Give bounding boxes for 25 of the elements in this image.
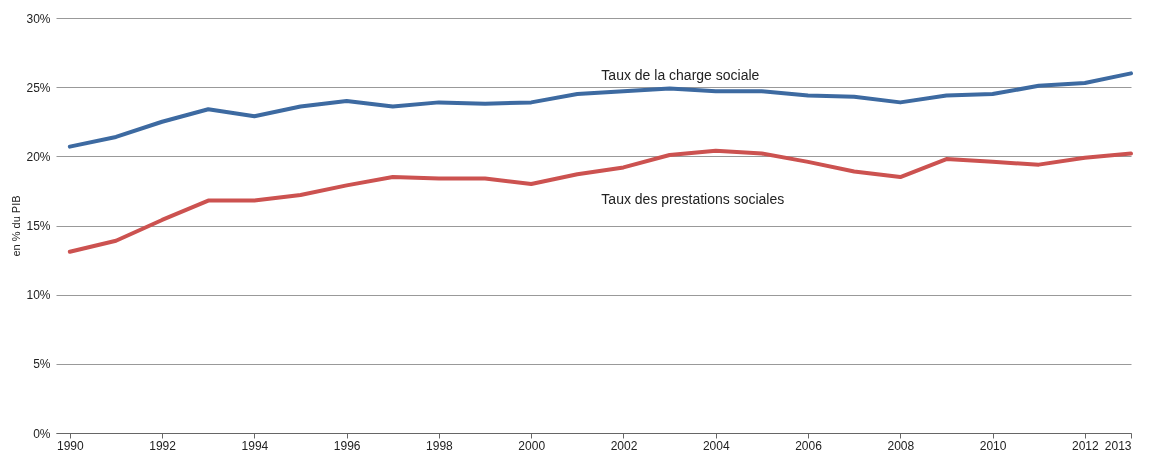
y-tick-label: 30% — [26, 11, 51, 26]
x-tick-label: 1990 — [56, 438, 85, 453]
series-label: Taux des prestations sociales — [601, 191, 785, 208]
line-series — [67, 71, 1133, 149]
y-tick-label: 5% — [33, 357, 51, 372]
x-tick-label: 2002 — [610, 438, 638, 453]
x-tick-label: 1996 — [333, 438, 361, 453]
x-tick-label: 1998 — [426, 438, 454, 453]
line-series — [67, 148, 1133, 254]
x-tick-label: 1992 — [149, 438, 177, 453]
y-tick-label: 10% — [26, 288, 51, 303]
x-tick-label: 2012 — [1072, 438, 1100, 453]
x-tick-label: 2010 — [979, 438, 1007, 453]
x-tick-label: 2004 — [702, 438, 730, 453]
series-label: Taux de la charge sociale — [601, 67, 760, 84]
x-tick-label: 2006 — [795, 438, 823, 453]
y-axis-title: en % du PIB — [10, 195, 23, 257]
y-tick-label: 0% — [33, 426, 51, 441]
x-tick-label: 2013 — [1104, 438, 1132, 453]
x-tick-label: 1994 — [241, 438, 269, 453]
y-tick-label: 15% — [26, 219, 51, 233]
x-tick-label: 2008 — [887, 438, 915, 453]
y-tick-label: 25% — [26, 80, 51, 95]
x-tick-label: 2000 — [518, 438, 546, 453]
y-tick-label: 20% — [26, 149, 51, 164]
